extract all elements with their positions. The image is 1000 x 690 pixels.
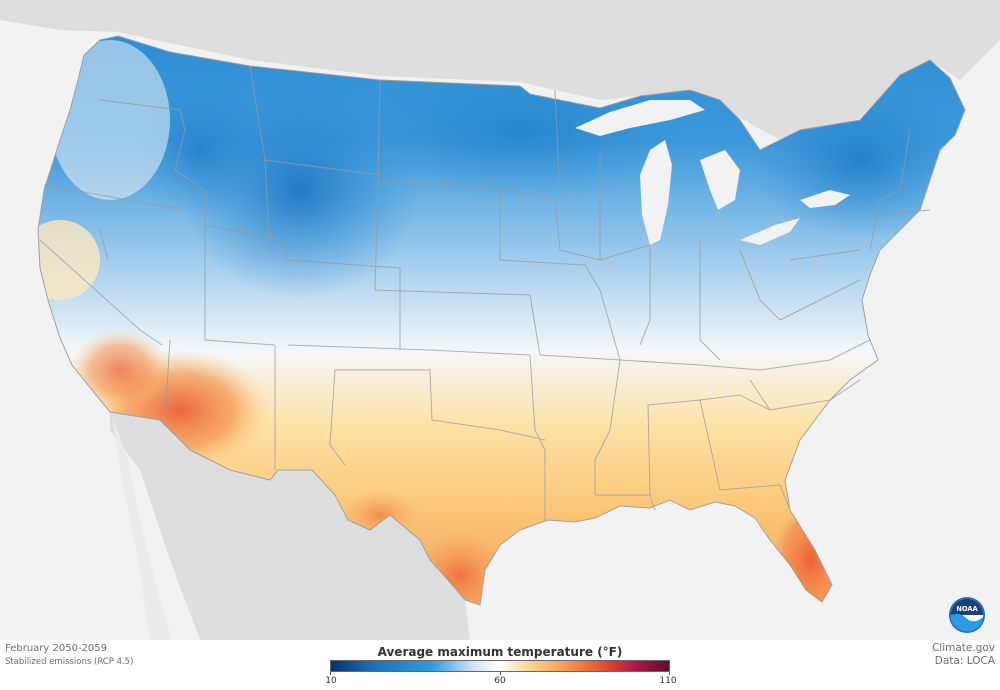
map-area: NOAA xyxy=(0,0,1000,640)
lake-superior xyxy=(575,100,705,136)
state-borders xyxy=(39,65,931,520)
legend-tick-min xyxy=(330,672,331,675)
legend-color-bar xyxy=(330,660,670,672)
legend-title: Average maximum temperature (°F) xyxy=(377,645,623,659)
lake-erie xyxy=(740,218,800,245)
legend-tick-max xyxy=(669,672,670,675)
source-credit: Climate.gov xyxy=(931,642,995,654)
noaa-logo: NOAA xyxy=(948,596,986,634)
data-credit: Data: LOCA xyxy=(934,655,995,667)
great-lakes xyxy=(575,100,850,245)
us-temperature-map xyxy=(0,0,1000,640)
legend-label-mid: 60 xyxy=(494,676,506,686)
legend-label-max: 110 xyxy=(659,676,677,686)
legend-tick-mid xyxy=(500,672,501,675)
noaa-logo-text: NOAA xyxy=(956,605,978,613)
lake-huron xyxy=(700,150,740,210)
time-period: February 2050-2059 xyxy=(5,643,107,654)
canada-land xyxy=(0,0,1000,140)
emissions-scenario: Stabilized emissions (RCP 4.5) xyxy=(5,657,134,667)
baja-california xyxy=(112,415,172,640)
mexico-land xyxy=(110,412,470,640)
legend-label-min: 10 xyxy=(325,676,337,686)
footer: February 2050-2059 Stabilized emissions … xyxy=(0,640,1000,690)
lake-michigan xyxy=(640,140,672,245)
lake-ontario xyxy=(800,190,850,208)
